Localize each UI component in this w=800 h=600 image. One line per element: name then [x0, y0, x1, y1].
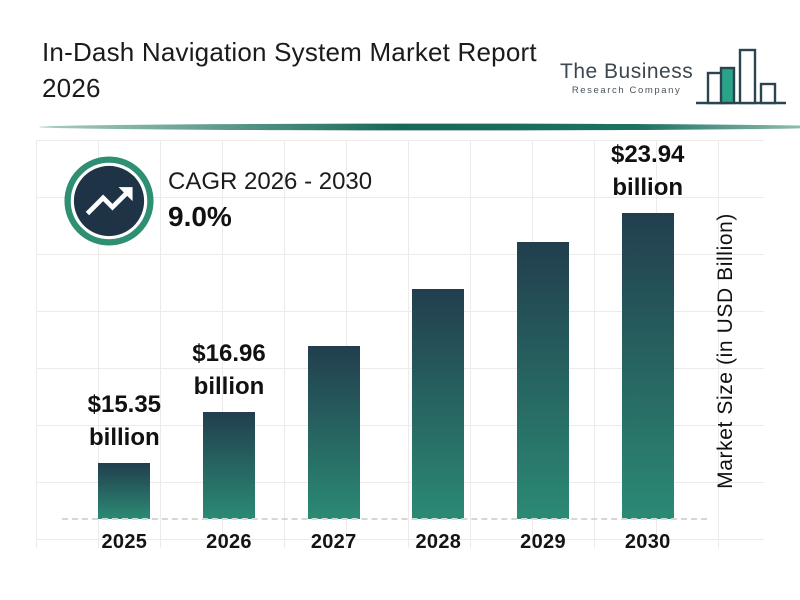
divider-line: [39, 123, 800, 131]
bar-2027: [307, 346, 360, 519]
bar-2030: [621, 213, 674, 519]
bar-column-2028: [386, 289, 491, 519]
cagr-label: CAGR 2026 - 2030: [168, 168, 373, 195]
bar-value-unit: billion: [612, 173, 684, 201]
x-axis-label-2027: 2027: [310, 531, 357, 553]
bar-2029: [517, 242, 570, 519]
bar-value-amount: $23.94: [610, 140, 685, 168]
page-title: In-Dash Navigation System Market Report …: [42, 37, 537, 104]
bar-value-label-2030: $23.94 billion: [611, 138, 684, 204]
bar-value-label-2025: $15.35 billion: [88, 388, 161, 454]
y-axis-label: Market Size (in USD Billion): [714, 213, 737, 489]
x-axis-label-2025: 2025: [101, 531, 148, 553]
bar-column-2030: $23.94 billion: [595, 138, 700, 519]
company-logo: The Business Research Company: [560, 26, 787, 110]
bar-column-2027: [281, 346, 386, 519]
bar-2028: [412, 289, 465, 519]
x-axis-label-2026: 2026: [206, 531, 252, 553]
company-logo-text: The Business Research Company: [560, 60, 693, 110]
bar-chart-logo-icon: [696, 48, 787, 105]
cagr-badge: [64, 156, 154, 246]
logo-name: The Business: [560, 60, 694, 83]
bars-row: $15.35 billion $16.96 billion $23.94 billion: [72, 140, 700, 519]
bar-column-2025: $15.35 billion: [72, 388, 177, 519]
bar-value-unit: billion: [193, 372, 265, 400]
bar-value-amount: $15.35: [87, 390, 162, 418]
cagr-text-block: CAGR 2026 - 2030 9.0%: [168, 168, 372, 233]
logo-subname: Research Company: [571, 85, 682, 96]
bar-2025: [98, 463, 151, 519]
bar-value-label-2026: $16.96 billion: [192, 337, 265, 403]
years-row: 2025 2026 2027 2028 2029 2030: [72, 531, 700, 554]
trending-up-icon: [85, 187, 133, 216]
x-axis-label-2028: 2028: [415, 531, 462, 553]
cagr-value: 9.0%: [168, 201, 232, 232]
x-axis-baseline: [62, 518, 707, 520]
x-axis-label-2030: 2030: [624, 531, 671, 553]
bar-value-amount: $16.96: [192, 339, 266, 367]
bar-value-unit: billion: [89, 423, 160, 451]
bar-column-2029: [491, 242, 596, 519]
bar-column-2026: $16.96 billion: [177, 337, 282, 519]
x-axis-label-2029: 2029: [520, 531, 566, 553]
bar-2026: [203, 412, 255, 519]
